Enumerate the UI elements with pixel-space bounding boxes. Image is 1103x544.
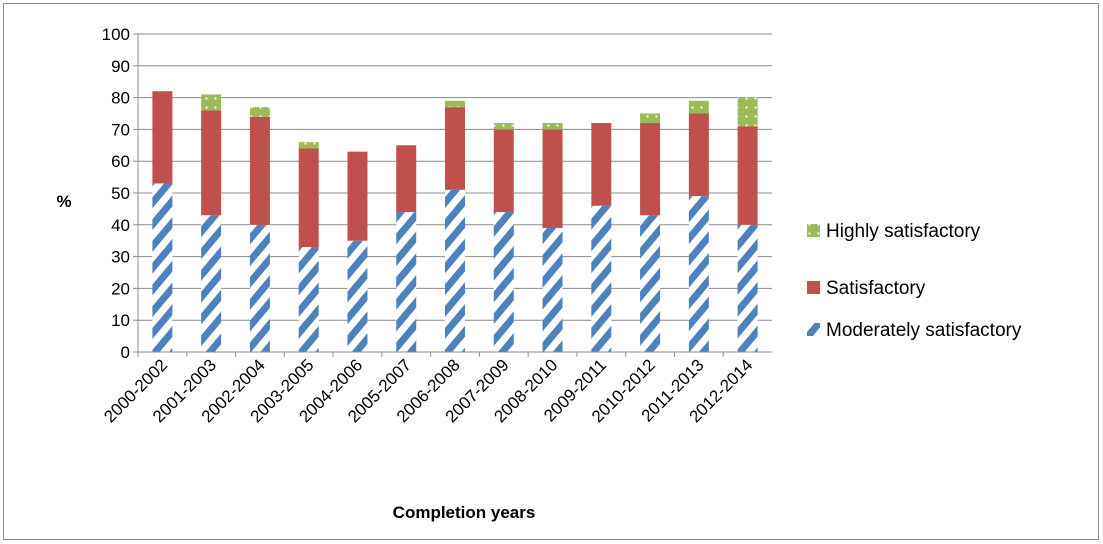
bar-segment-moderately-satisfactory bbox=[493, 212, 514, 352]
bar-segment-satisfactory bbox=[737, 126, 758, 225]
bar-segment-moderately-satisfactory bbox=[249, 224, 270, 352]
bar-segment-moderately-satisfactory bbox=[737, 224, 758, 352]
legend-label: Satisfactory bbox=[826, 278, 926, 299]
axes bbox=[137, 34, 772, 353]
y-tick-label: 40 bbox=[111, 216, 130, 235]
bar-segment-satisfactory bbox=[249, 116, 270, 225]
bar-segment-highly-satisfactory bbox=[542, 123, 563, 130]
bar-segment-satisfactory bbox=[688, 113, 709, 197]
y-tick-label: 10 bbox=[111, 311, 130, 330]
y-tick-label: 20 bbox=[111, 279, 130, 298]
bar-segment-moderately-satisfactory bbox=[396, 212, 417, 352]
bar-segment-satisfactory bbox=[640, 123, 661, 216]
bar-segment-highly-satisfactory bbox=[445, 100, 465, 108]
y-tick-label: 90 bbox=[111, 57, 130, 76]
chart-area: 2000-2002 2001-2003 2002-2004 2003-2005 2004… bbox=[3, 3, 1099, 540]
legend-swatch bbox=[807, 281, 820, 294]
y-tick-label: 60 bbox=[111, 152, 130, 171]
bar-segment-highly-satisfactory bbox=[688, 100, 709, 114]
y-tick-label: 0 bbox=[121, 343, 130, 362]
bar-segment-highly-satisfactory bbox=[640, 113, 661, 124]
bar-segment-satisfactory bbox=[591, 123, 612, 206]
y-tick-label: 30 bbox=[111, 248, 130, 267]
bar-segment-satisfactory bbox=[542, 129, 563, 228]
x-tick-labels: 2000-20022001-20032002-20042003-20052004… bbox=[100, 355, 756, 426]
y-tick-label: 100 bbox=[102, 25, 130, 44]
bar-segment-highly-satisfactory bbox=[737, 97, 758, 127]
bar-segment-satisfactory bbox=[201, 110, 222, 216]
legend-label: Moderately satisfactory bbox=[826, 320, 1022, 341]
bar-segment-moderately-satisfactory bbox=[152, 183, 173, 352]
y-tick-labels: 0 10 20 30 40 50 60 70 80 90 100 bbox=[102, 25, 130, 362]
bar-segment-moderately-satisfactory bbox=[688, 196, 709, 352]
bar-segment-moderately-satisfactory bbox=[542, 227, 563, 352]
bar-segment-highly-satisfactory bbox=[298, 142, 319, 149]
legend-label: Highly satisfactory bbox=[826, 221, 981, 242]
bar-segment-moderately-satisfactory bbox=[591, 205, 612, 352]
bar-segment-highly-satisfactory bbox=[493, 123, 514, 130]
stacked-bar-chart: 2000-20022001-20032002-20042003-20052004… bbox=[56, 25, 1022, 522]
y-tick-label: 70 bbox=[111, 120, 130, 139]
y-tick-label: 50 bbox=[111, 184, 130, 203]
bar-segment-highly-satisfactory bbox=[249, 107, 270, 117]
legend-swatch bbox=[807, 224, 820, 237]
bar-segment-moderately-satisfactory bbox=[298, 247, 319, 352]
bar-segment-satisfactory bbox=[396, 145, 417, 213]
bar-segment-moderately-satisfactory bbox=[347, 240, 368, 352]
bar-segment-moderately-satisfactory bbox=[201, 215, 222, 352]
bar-segment-moderately-satisfactory bbox=[445, 189, 465, 352]
bar-segment-satisfactory bbox=[152, 91, 173, 184]
bar-segment-satisfactory bbox=[347, 151, 368, 241]
bar-segment-satisfactory bbox=[445, 107, 465, 190]
y-tick-label: 80 bbox=[111, 89, 130, 108]
x-axis-title: Completion years bbox=[393, 503, 536, 522]
bar-segment-highly-satisfactory bbox=[201, 94, 222, 111]
legend-swatch bbox=[807, 323, 820, 336]
bar-segment-satisfactory bbox=[493, 129, 514, 213]
bar-segment-moderately-satisfactory bbox=[640, 215, 661, 352]
bars bbox=[152, 91, 758, 352]
bar-segment-satisfactory bbox=[298, 148, 319, 248]
y-axis-title: % bbox=[56, 192, 71, 211]
legend: Highly satisfactory Satisfactory Moderatel… bbox=[807, 221, 1022, 341]
